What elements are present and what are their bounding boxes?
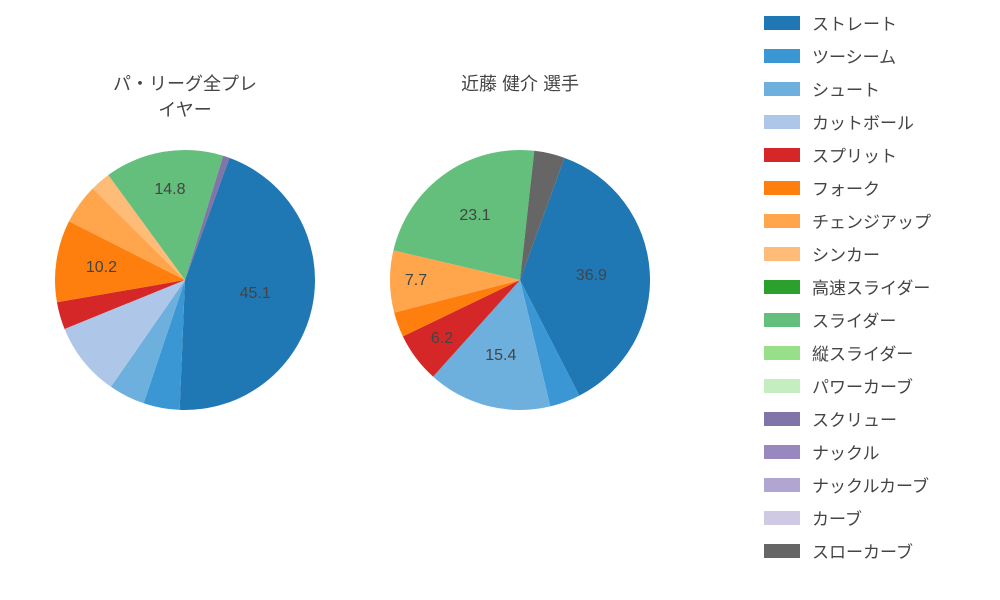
legend-swatch bbox=[764, 16, 800, 30]
legend-label: シンカー bbox=[812, 241, 880, 266]
chartRight-slice-label: 15.4 bbox=[485, 347, 516, 365]
legend-label: ストレート bbox=[812, 10, 897, 35]
legend-item: シュート bbox=[764, 72, 990, 105]
chartRight-title: 近藤 健介 選手 bbox=[440, 70, 600, 96]
legend-item: スプリット bbox=[764, 138, 990, 171]
legend-swatch bbox=[764, 544, 800, 558]
legend-label: シュート bbox=[812, 76, 880, 101]
legend-item: ナックルカーブ bbox=[764, 468, 990, 501]
legend-swatch bbox=[764, 49, 800, 63]
chartRight-slice-label: 6.2 bbox=[431, 330, 453, 348]
legend-swatch bbox=[764, 247, 800, 261]
legend-label: パワーカーブ bbox=[812, 373, 913, 398]
legend-swatch bbox=[764, 214, 800, 228]
legend: ストレートツーシームシュートカットボールスプリットフォークチェンジアップシンカー… bbox=[760, 0, 1000, 600]
legend-swatch bbox=[764, 148, 800, 162]
legend-item: スクリュー bbox=[764, 402, 990, 435]
legend-label: 縦スライダー bbox=[812, 340, 913, 365]
chartRight-pie bbox=[388, 148, 652, 412]
legend-label: スプリット bbox=[812, 142, 897, 167]
legend-label: フォーク bbox=[812, 175, 880, 200]
legend-swatch bbox=[764, 511, 800, 525]
legend-label: スローカーブ bbox=[812, 538, 913, 563]
legend-label: スクリュー bbox=[812, 406, 897, 431]
legend-label: ナックル bbox=[812, 439, 880, 464]
chartRight-slice-label: 7.7 bbox=[405, 272, 427, 290]
legend-swatch bbox=[764, 346, 800, 360]
legend-swatch bbox=[764, 313, 800, 327]
legend-label: カーブ bbox=[812, 505, 862, 530]
chart-container: パ・リーグ全プレイヤー 45.1 10.2 14.8 近藤 健介 選手 36.9 15.4 6… bbox=[0, 0, 1000, 600]
chartRight-slice-label: 36.9 bbox=[576, 267, 607, 285]
legend-item: ツーシーム bbox=[764, 39, 990, 72]
legend-swatch bbox=[764, 445, 800, 459]
legend-swatch bbox=[764, 280, 800, 294]
legend-label: カットボール bbox=[812, 109, 914, 134]
legend-label: ナックルカーブ bbox=[812, 472, 929, 497]
legend-item: シンカー bbox=[764, 237, 990, 270]
legend-label: ツーシーム bbox=[812, 43, 896, 68]
legend-label: 高速スライダー bbox=[812, 274, 930, 299]
charts-area: パ・リーグ全プレイヤー 45.1 10.2 14.8 近藤 健介 選手 36.9 15.4 6… bbox=[0, 0, 760, 600]
legend-swatch bbox=[764, 412, 800, 426]
chartLeft-slice-label: 10.2 bbox=[86, 259, 117, 277]
legend-item: スローカーブ bbox=[764, 534, 990, 567]
legend-swatch bbox=[764, 478, 800, 492]
legend-item: パワーカーブ bbox=[764, 369, 990, 402]
legend-item: スライダー bbox=[764, 303, 990, 336]
legend-item: フォーク bbox=[764, 171, 990, 204]
legend-item: ナックル bbox=[764, 435, 990, 468]
chartLeft-title: パ・リーグ全プレイヤー bbox=[105, 70, 265, 122]
legend-swatch bbox=[764, 82, 800, 96]
chartLeft-slice-label: 45.1 bbox=[240, 285, 271, 303]
legend-item: チェンジアップ bbox=[764, 204, 990, 237]
legend-swatch bbox=[764, 379, 800, 393]
legend-item: カーブ bbox=[764, 501, 990, 534]
legend-item: ストレート bbox=[764, 6, 990, 39]
legend-label: スライダー bbox=[812, 307, 896, 332]
chartRight-slice-label: 23.1 bbox=[459, 207, 490, 225]
legend-item: 高速スライダー bbox=[764, 270, 990, 303]
legend-swatch bbox=[764, 115, 800, 129]
legend-swatch bbox=[764, 181, 800, 195]
chartLeft-slice-label: 14.8 bbox=[154, 181, 185, 199]
legend-label: チェンジアップ bbox=[812, 208, 931, 233]
legend-item: 縦スライダー bbox=[764, 336, 990, 369]
legend-item: カットボール bbox=[764, 105, 990, 138]
